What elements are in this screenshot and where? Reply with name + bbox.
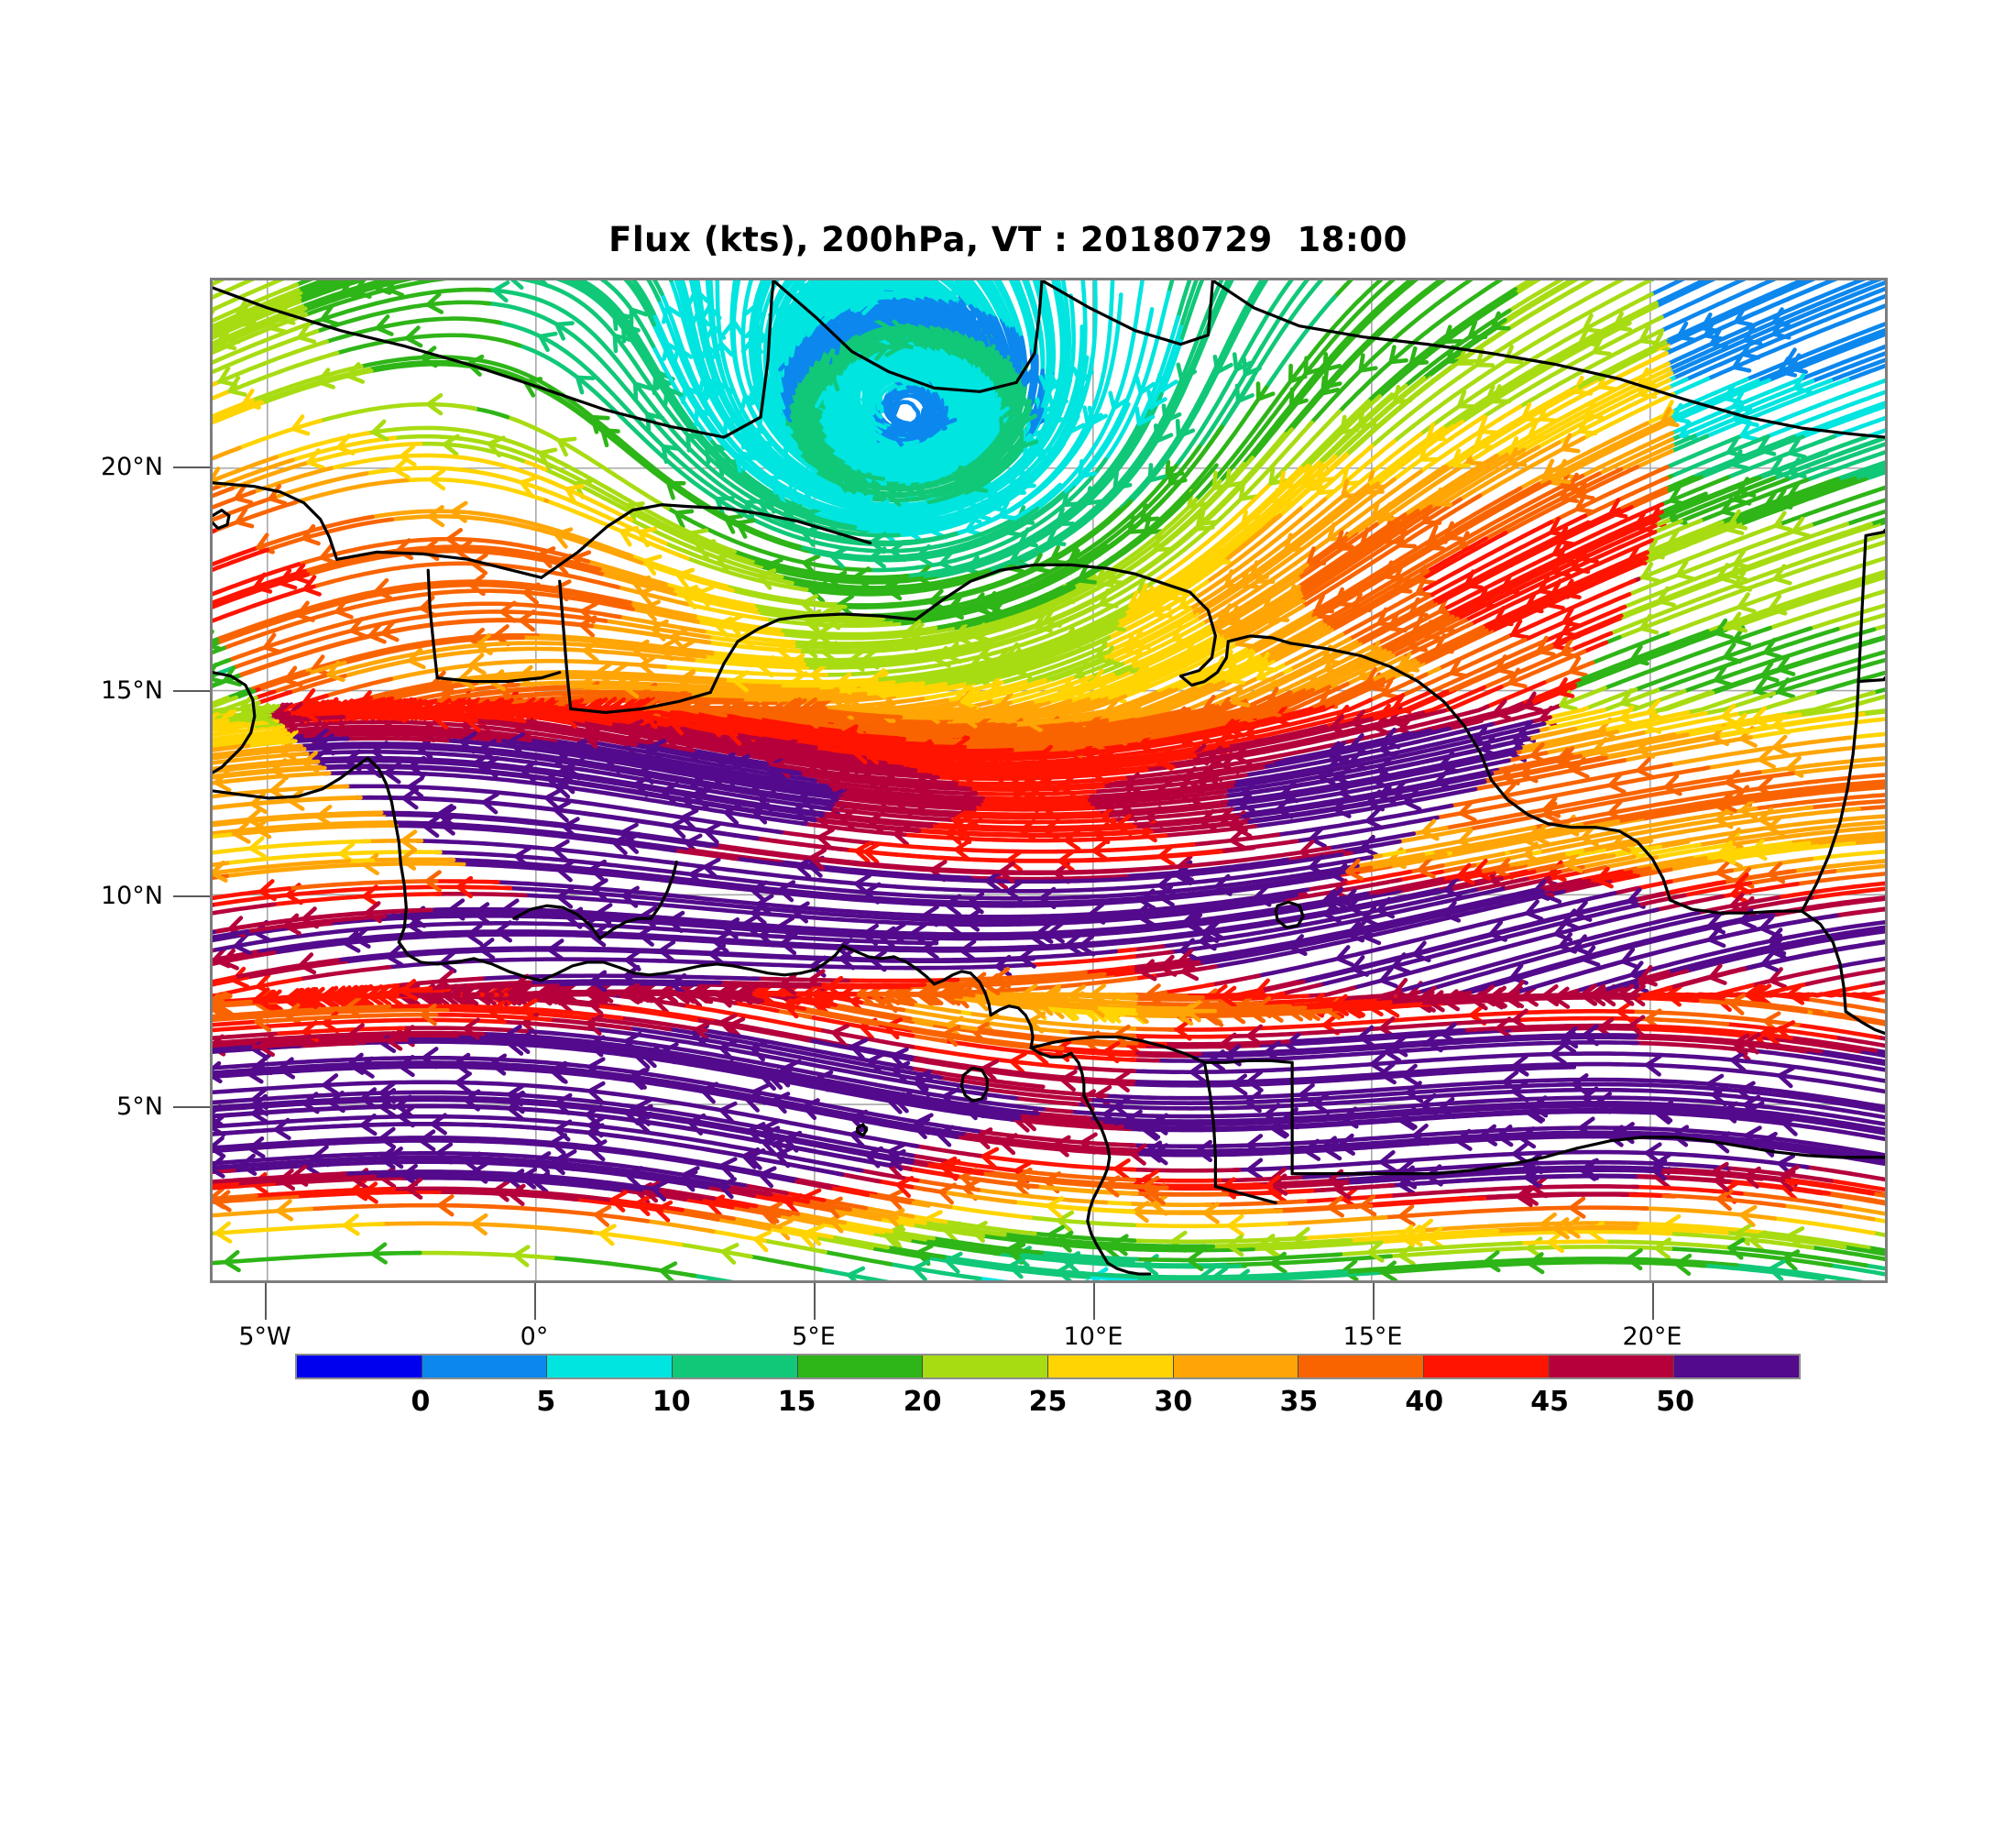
ytick-mark-5n	[173, 1106, 210, 1108]
colorbar-tick-label-15: 15	[778, 1386, 816, 1418]
colorbar-tick-label-30: 30	[1155, 1386, 1193, 1418]
xtick-mark-5e	[814, 1283, 816, 1320]
colorbar-tick-label-20: 20	[904, 1386, 942, 1418]
colorbar-tick-label-10: 10	[652, 1386, 691, 1418]
streamline-layer	[213, 280, 1885, 1280]
xtick-mark-5w	[265, 1283, 267, 1320]
colorbar-segment-5	[922, 1356, 1048, 1377]
colorbar-segment-4	[796, 1356, 923, 1377]
colorbar-tick-label-0: 0	[411, 1386, 430, 1418]
xtick-label-20e: 20°E	[1583, 1323, 1721, 1351]
colorbar-tick-label-25: 25	[1029, 1386, 1068, 1418]
colorbar-segment-6	[1047, 1356, 1173, 1377]
colorbar-segment-8	[1298, 1356, 1424, 1377]
colorbar-tick-label-40: 40	[1405, 1386, 1443, 1418]
xtick-mark-0	[534, 1283, 536, 1320]
colorbar-segment-1	[421, 1356, 547, 1377]
colorbar-segment-9	[1423, 1356, 1549, 1377]
colorbar-tick-label-5: 5	[536, 1386, 555, 1418]
colorbar[interactable]	[295, 1354, 1801, 1379]
xtick-mark-15e	[1373, 1283, 1375, 1320]
xtick-mark-20e	[1652, 1283, 1654, 1320]
ytick-label-20n: 20°N	[46, 453, 163, 481]
ytick-label-5n: 5°N	[46, 1092, 163, 1121]
map-plot-area[interactable]	[210, 278, 1888, 1283]
colorbar-segment-11	[1673, 1356, 1800, 1377]
ytick-mark-20n	[173, 466, 210, 468]
xtick-label-5w: 5°W	[201, 1323, 329, 1351]
ytick-mark-10n	[173, 895, 210, 897]
colorbar-segment-7	[1172, 1356, 1298, 1377]
colorbar-tick-label-35: 35	[1279, 1386, 1318, 1418]
page-title: Flux (kts), 200hPa, VT : 20180729 18:00	[0, 220, 2016, 259]
ytick-label-15n: 15°N	[46, 676, 163, 705]
xtick-label-10e: 10°E	[1024, 1323, 1162, 1351]
ytick-label-10n: 10°N	[46, 882, 163, 910]
xtick-label-5e: 5°E	[750, 1323, 878, 1351]
colorbar-segment-10	[1548, 1356, 1674, 1377]
colorbar-tick-label-50: 50	[1656, 1386, 1694, 1418]
coastline-layer	[213, 280, 1885, 1276]
xtick-label-15e: 15°E	[1304, 1323, 1441, 1351]
colorbar-segment-2	[546, 1356, 673, 1377]
ytick-mark-15n	[173, 690, 210, 692]
colorbar-segment-3	[672, 1356, 797, 1377]
xtick-label-0: 0°	[470, 1323, 598, 1351]
colorbar-tick-label-45: 45	[1530, 1386, 1569, 1418]
colorbar-segment-0	[297, 1356, 422, 1377]
xtick-mark-10e	[1093, 1283, 1095, 1320]
